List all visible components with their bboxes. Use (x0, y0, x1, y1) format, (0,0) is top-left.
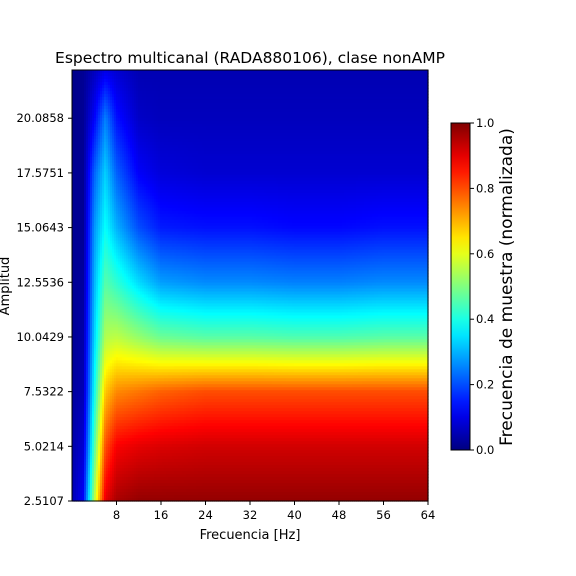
chart-title: Espectro multicanal (RADA880106), clase … (55, 49, 445, 67)
heatmap-plot-area (72, 70, 429, 502)
